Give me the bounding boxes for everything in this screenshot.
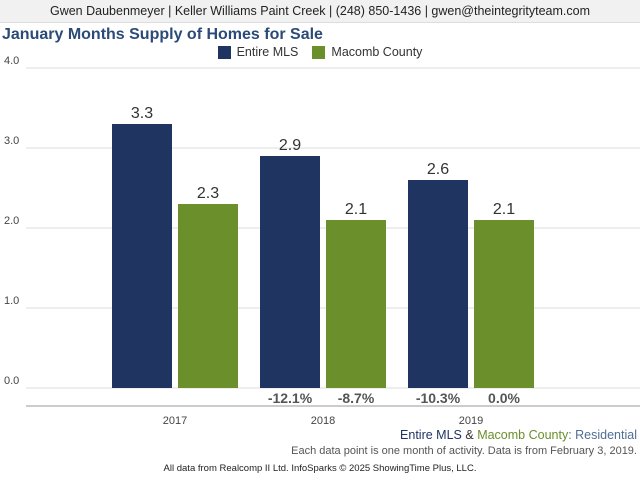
subtitle-property-type: : Residential (568, 428, 637, 442)
x-tick-label: 2017 (163, 415, 187, 427)
value-label-macomb-county: 2.3 (197, 185, 219, 202)
x-tick-label: 2019 (459, 415, 483, 427)
change-label-entire-mls: -12.1% (268, 390, 313, 406)
bar-macomb-county (326, 220, 386, 388)
legend-swatch-macomb-county (312, 45, 326, 59)
chart-title: January Months Supply of Homes for Sale (2, 26, 323, 43)
value-label-entire-mls: 2.6 (427, 161, 449, 178)
y-tick-label: 2.0 (4, 215, 19, 227)
subtitle-ampersand: & (461, 428, 478, 442)
value-label-macomb-county: 2.1 (345, 201, 367, 218)
bar-macomb-county (474, 220, 534, 388)
bar-entire-mls (408, 180, 468, 388)
y-tick-label: 4.0 (4, 55, 19, 67)
y-tick-label: 1.0 (4, 295, 19, 307)
chart-legend: Entire MLS Macomb County (0, 45, 640, 59)
agent-header: Gwen Daubenmeyer | Keller Williams Paint… (0, 0, 640, 23)
data-note: Each data point is one month of activity… (291, 445, 637, 457)
legend-label-entire-mls: Entire MLS (236, 45, 299, 59)
bar-entire-mls (260, 156, 320, 388)
value-label-macomb-county: 2.1 (493, 201, 515, 218)
y-tick-label: 0.0 (4, 375, 19, 387)
legend-item-macomb-county[interactable]: Macomb County (312, 45, 422, 59)
legend-swatch-entire-mls (217, 45, 231, 59)
value-label-entire-mls: 2.9 (279, 137, 301, 154)
bar-chart: 0.0 1.0 2.0 3.0 4.0 3.3 2.3 2017 2.9 -12.1% 2.1 -8.… (4, 55, 640, 427)
change-label-macomb-county: -8.7% (338, 390, 375, 406)
subtitle-macomb-county: Macomb County (477, 428, 569, 442)
legend-label-macomb-county: Macomb County (331, 45, 423, 59)
x-tick-label: 2018 (311, 415, 335, 427)
y-tick-label: 3.0 (4, 135, 19, 147)
change-label-entire-mls: -10.3% (416, 390, 461, 406)
bar-entire-mls (112, 124, 172, 388)
footer-credit: All data from Realcomp II Ltd. InfoSpark… (163, 463, 477, 474)
value-label-entire-mls: 3.3 (131, 105, 153, 122)
chart-subtitle: Entire MLS & Macomb County: Residential (400, 428, 637, 442)
subtitle-entire-mls: Entire MLS (400, 428, 462, 442)
bar-macomb-county (178, 204, 238, 388)
change-label-macomb-county: 0.0% (488, 390, 520, 406)
legend-item-entire-mls[interactable]: Entire MLS (217, 45, 299, 59)
